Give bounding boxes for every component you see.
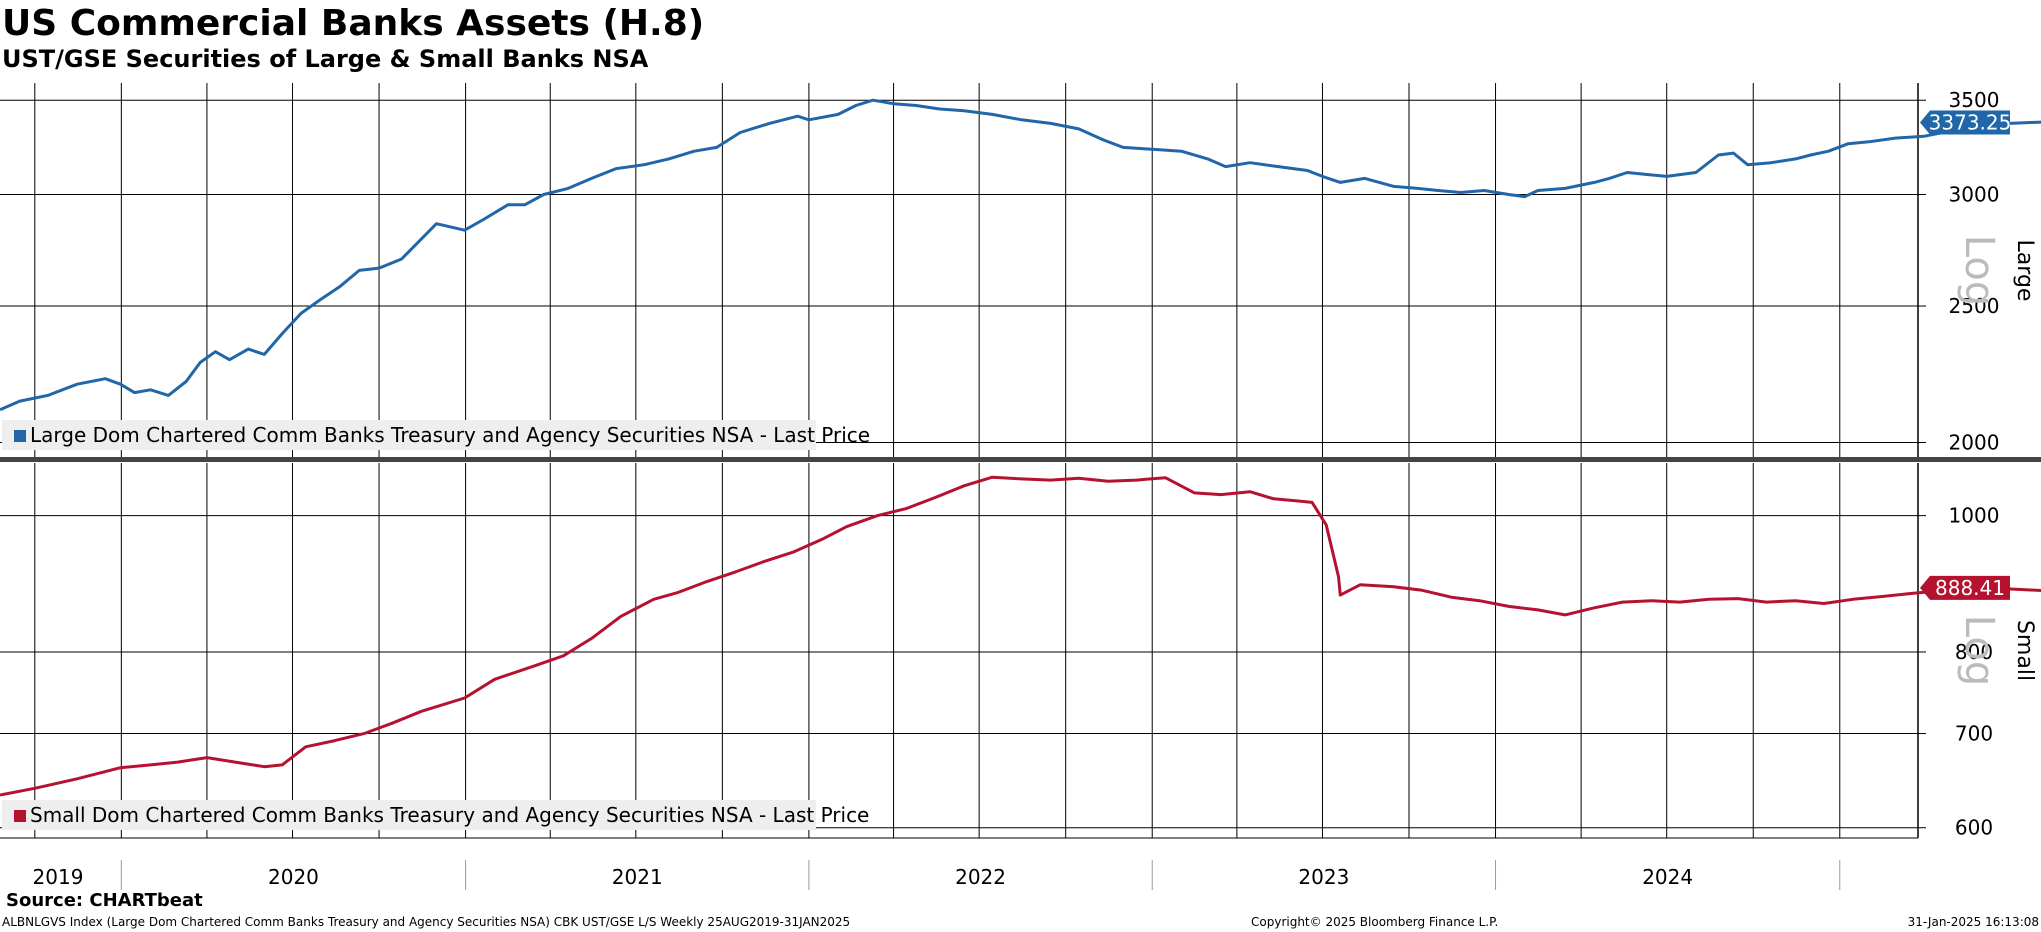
y-tick-label: 2500 [1949, 294, 2000, 318]
x-tick-label: 2022 [955, 865, 1006, 889]
y-tick-label: 600 [1955, 816, 1993, 840]
log-scale-label: Log [1956, 615, 2002, 686]
y-tick-label: 700 [1955, 722, 1993, 746]
x-tick-label: 2024 [1642, 865, 1693, 889]
x-tick-label: 2021 [612, 865, 663, 889]
y-tick-label: 800 [1955, 640, 1993, 664]
chart-subtitle: UST/GSE Securities of Large & Small Bank… [2, 45, 649, 73]
legend-small: Small Dom Chartered Comm Banks Treasury … [2, 800, 869, 830]
y-tick-label: 2000 [1949, 431, 2000, 455]
last-value-box [1920, 110, 2010, 135]
legend-small-label: Small Dom Chartered Comm Banks Treasury … [30, 803, 870, 827]
footer-timestamp: 31-Jan-2025 16:13:08 [1907, 915, 2039, 929]
x-tick-label: 2023 [1298, 865, 1349, 889]
panel-divider [0, 457, 2041, 462]
y-tick-label: 3000 [1949, 183, 2000, 207]
legend-large-label: Large Dom Chartered Comm Banks Treasury … [30, 423, 871, 447]
legend-large: Large Dom Chartered Comm Banks Treasury … [2, 420, 870, 450]
series-line-large [0, 98, 2041, 412]
panel-label-small: Small [2012, 620, 2037, 681]
y-tick-label: 1000 [1949, 504, 2000, 528]
y-tick-label: 3500 [1949, 88, 2000, 112]
footer-ticker-info: ALBNLGVS Index (Large Dom Chartered Comm… [2, 915, 851, 929]
source-label: Source: CHARTbeat [6, 890, 203, 911]
panel-label-large: Large [2012, 240, 2037, 302]
series-line-small [0, 475, 2041, 797]
last-value-box [1920, 575, 2010, 600]
footer-copyright: Copyright© 2025 Bloomberg Finance L.P. [1251, 915, 1499, 929]
legend-large-swatch [14, 430, 26, 442]
last-value-label: 888.41 [1935, 576, 2005, 600]
log-scale-label: Log [1956, 235, 2002, 306]
last-value-label: 3373.25 [1929, 110, 2012, 134]
x-tick-label: 2019 [33, 865, 84, 889]
chart-title: US Commercial Banks Assets (H.8) [2, 3, 705, 44]
legend-small-swatch [14, 810, 26, 822]
x-tick-label: 2020 [268, 865, 319, 889]
